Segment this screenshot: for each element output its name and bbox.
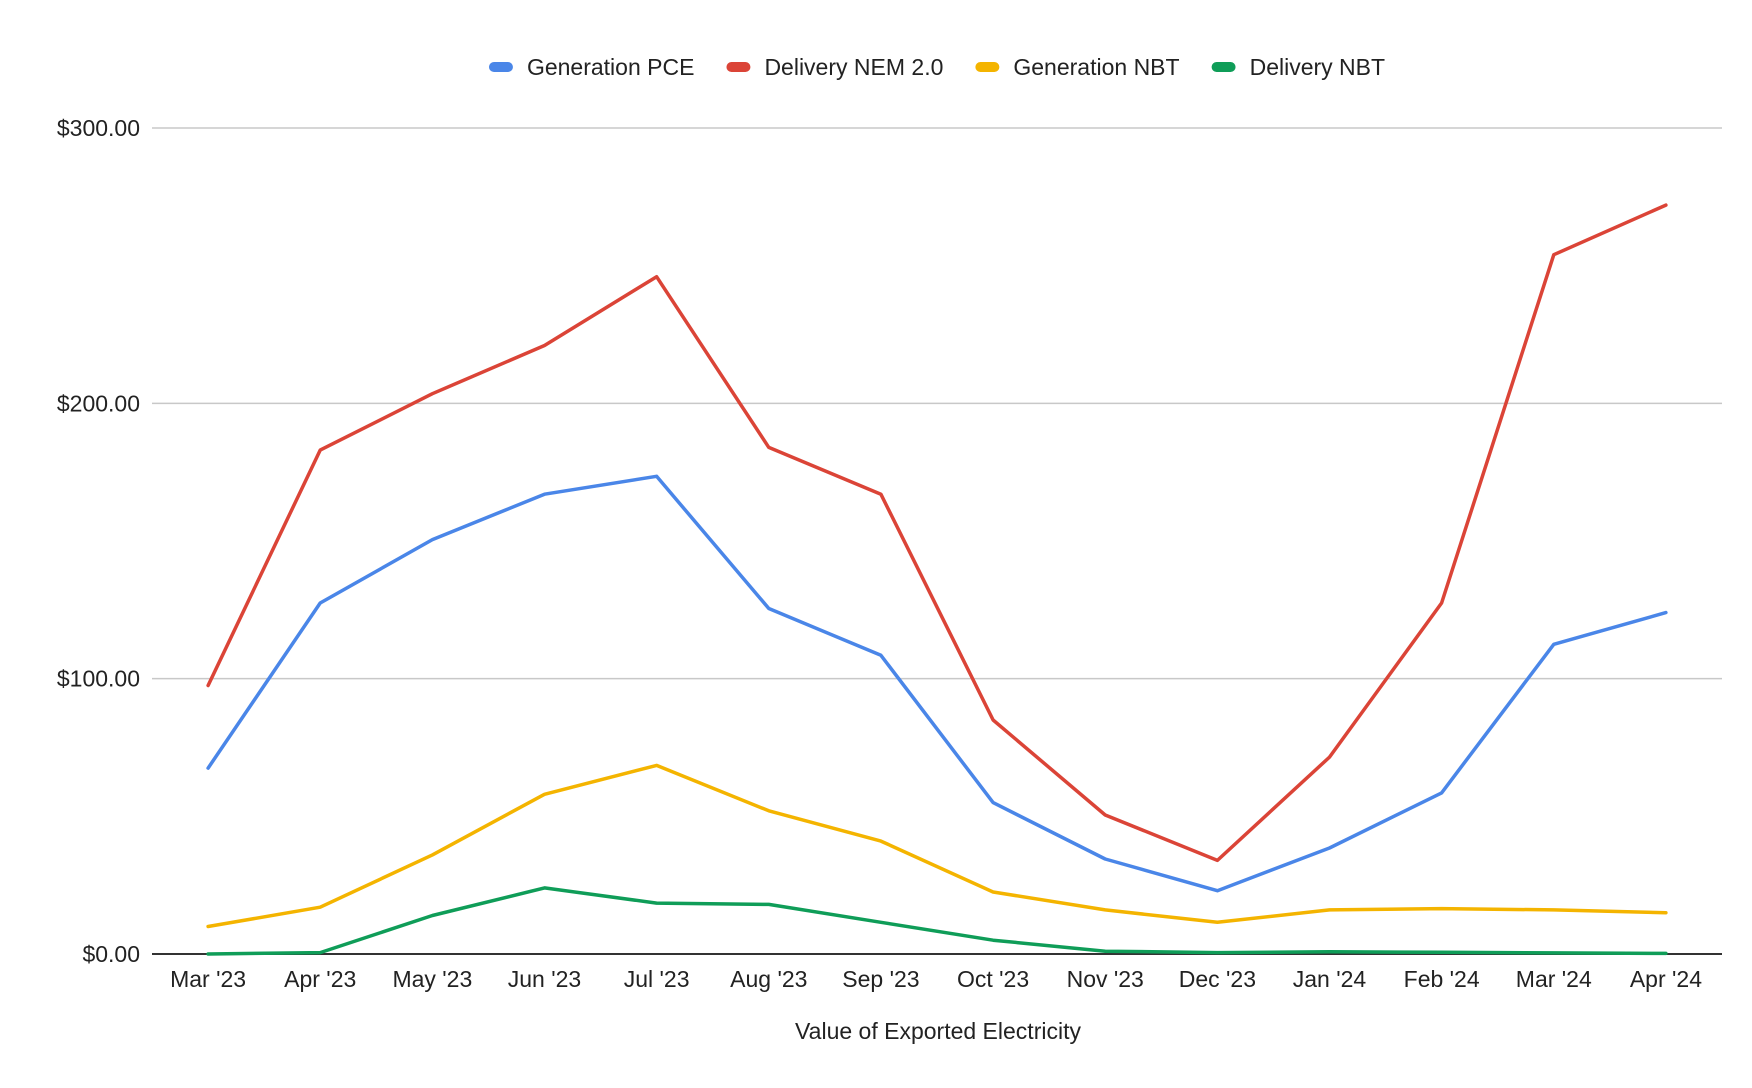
- legend-label: Delivery NEM 2.0: [764, 54, 943, 80]
- x-tick-label: Jul '23: [624, 966, 690, 992]
- legend-swatch: [726, 62, 751, 72]
- x-tick-label: Jun '23: [508, 966, 581, 992]
- x-tick-label: Nov '23: [1067, 966, 1144, 992]
- legend-swatch: [1211, 62, 1236, 72]
- x-tick-label: May '23: [392, 966, 472, 992]
- x-tick-label: Apr '24: [1630, 966, 1702, 992]
- x-tick-label: Aug '23: [730, 966, 807, 992]
- legend-swatch: [975, 62, 1000, 72]
- y-tick-label: $100.00: [57, 666, 140, 692]
- x-tick-label: Jan '24: [1293, 966, 1367, 992]
- x-axis: Mar '23 Apr '23 May '23 Jun '23 Jul '23 Aug '…: [170, 966, 1702, 992]
- x-tick-label: Sep '23: [842, 966, 919, 992]
- series-line-generation-nbt: [206, 763, 1668, 929]
- series-line-delivery-nbt: [206, 886, 1668, 956]
- y-axis: $0.00 $100.00 $200.00 $300.00: [57, 115, 140, 967]
- series-line-generation-pce: [206, 474, 1668, 893]
- series-layer: [206, 203, 1668, 956]
- x-tick-label: Feb '24: [1404, 966, 1480, 992]
- y-tick-label: $200.00: [57, 390, 140, 416]
- legend: Generation PCE Delivery NEM 2.0 Generation…: [488, 54, 1385, 80]
- legend-label: Generation PCE: [527, 54, 694, 80]
- x-tick-label: Mar '24: [1516, 966, 1592, 992]
- gridlines: [152, 127, 1722, 955]
- legend-label: Delivery NBT: [1250, 54, 1385, 80]
- x-axis-title: Value of Exported Electricity: [795, 1018, 1081, 1044]
- y-tick-label: $0.00: [82, 941, 140, 967]
- x-tick-label: Mar '23: [170, 966, 246, 992]
- x-tick-label: Apr '23: [284, 966, 356, 992]
- legend-swatch: [488, 62, 513, 72]
- x-tick-label: Dec '23: [1179, 966, 1256, 992]
- series-line-delivery-nem-2-0: [206, 203, 1668, 863]
- y-tick-label: $300.00: [57, 115, 140, 141]
- legend-label: Generation NBT: [1013, 54, 1179, 80]
- x-tick-label: Oct '23: [957, 966, 1029, 992]
